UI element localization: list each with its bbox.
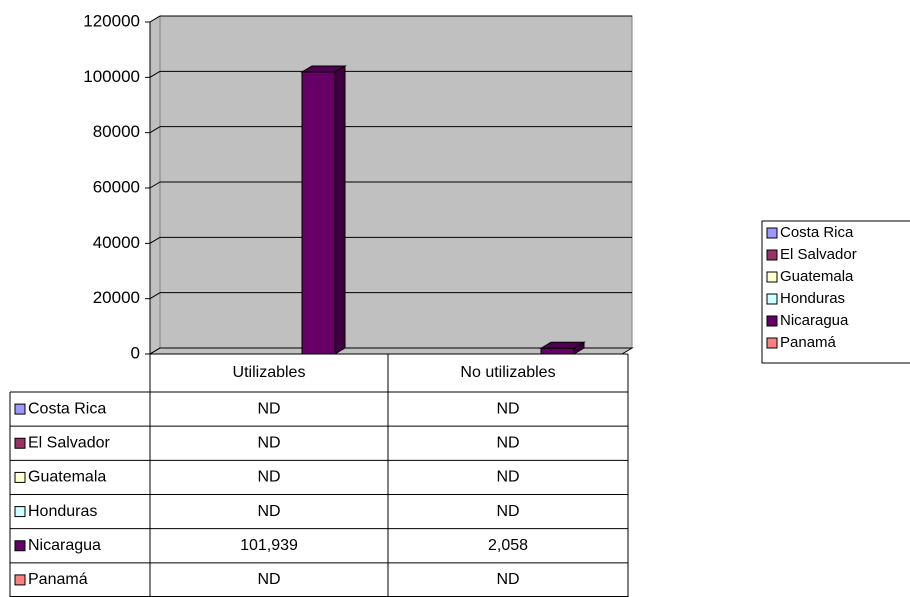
legend-label: Costa Rica <box>780 224 854 241</box>
grid-line <box>149 15 161 23</box>
y-tick-label: 80000 <box>93 122 140 141</box>
table-cell: ND <box>496 434 519 451</box>
table-cell: 101,939 <box>240 537 298 554</box>
table-row-label: Panamá <box>28 571 88 588</box>
table-row-label: El Salvador <box>28 434 110 451</box>
bar-face <box>540 347 575 355</box>
bar-face <box>334 65 346 355</box>
grid-line <box>149 126 161 134</box>
y-tick-label: 0 <box>131 343 140 362</box>
bar <box>539 341 586 355</box>
y-tick-label: 120000 <box>83 11 140 30</box>
legend-label: Guatemala <box>780 268 854 285</box>
legend-key <box>766 249 778 261</box>
legend-key <box>14 437 26 449</box>
table-cell: ND <box>257 503 280 520</box>
legend-key <box>766 337 778 349</box>
legend-label: El Salvador <box>780 246 857 263</box>
y-tick-label: 100000 <box>83 67 140 86</box>
legend-box <box>761 220 910 364</box>
grid-line <box>149 181 161 189</box>
grid-line <box>149 347 161 355</box>
legend-key <box>14 403 26 415</box>
legend-label: Nicaragua <box>780 312 849 329</box>
table-cell: ND <box>257 400 280 417</box>
legend-key <box>14 540 26 552</box>
table-row-label: Costa Rica <box>28 400 106 417</box>
legend-label: Honduras <box>780 290 845 307</box>
table-header: No utilizables <box>460 364 555 381</box>
table-cell: ND <box>257 571 280 588</box>
grid-line <box>149 292 161 300</box>
legend-key <box>14 574 26 586</box>
table-cell: ND <box>257 469 280 486</box>
bar-face <box>301 71 336 355</box>
legend-key <box>766 315 778 327</box>
legend-key <box>766 227 778 239</box>
table-cell: ND <box>496 469 519 486</box>
legend-key <box>766 293 778 305</box>
table-header: Utilizables <box>233 364 306 381</box>
table-cell: ND <box>257 434 280 451</box>
table-cell: ND <box>496 571 519 588</box>
y-tick-label: 40000 <box>93 233 140 252</box>
legend-key <box>766 271 778 283</box>
table-cell: 2,058 <box>488 537 528 554</box>
legend-key <box>14 506 26 518</box>
table-cell: ND <box>496 503 519 520</box>
bar-face <box>300 65 347 73</box>
bar-face <box>539 341 586 349</box>
table-cell: ND <box>496 400 519 417</box>
table-row-label: Honduras <box>28 503 97 520</box>
y-tick-label: 20000 <box>93 288 140 307</box>
legend-key <box>14 471 26 483</box>
legend-label: Panamá <box>780 334 837 351</box>
grid-line <box>149 236 161 244</box>
bar <box>300 65 347 355</box>
y-tick-label: 60000 <box>93 177 140 196</box>
table-row-label: Guatemala <box>28 469 106 486</box>
grid-line <box>149 70 161 78</box>
table-row-label: Nicaragua <box>28 537 101 554</box>
